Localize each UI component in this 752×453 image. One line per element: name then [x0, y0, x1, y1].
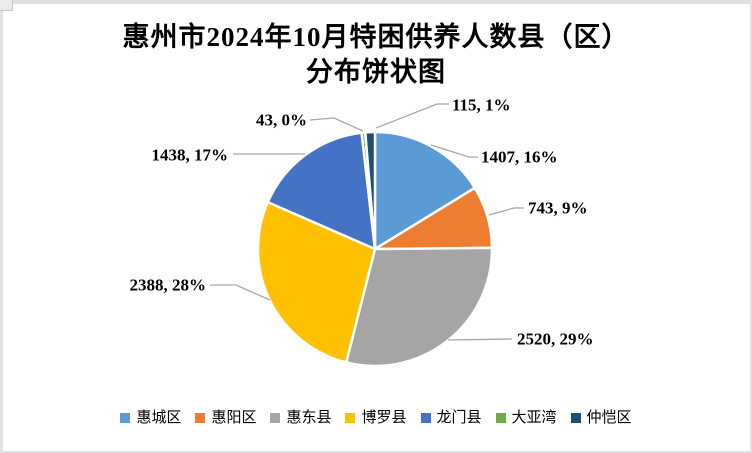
- legend-swatch-boluo: [345, 413, 356, 423]
- legend-label-huiyang: 惠阳区: [211, 409, 257, 426]
- chart-title-line1: 惠州市2024年10月特困供养人数县（区）: [122, 22, 630, 52]
- pie-slice-boluo[interactable]: [256, 200, 377, 364]
- pie-slice-zhongkai[interactable]: [363, 130, 377, 251]
- leader-line-dayawan: [309, 117, 364, 132]
- chart-title-line2: 分布饼状图: [306, 57, 446, 87]
- legend-item-huiyang[interactable]: 惠阳区: [195, 409, 257, 426]
- legend-label-dayawan: 大亚湾: [511, 409, 557, 426]
- leader-line-huiyang: [488, 207, 524, 216]
- legend-item-dayawan[interactable]: 大亚湾: [495, 409, 557, 426]
- leader-line-boluo: [210, 284, 271, 301]
- pie-slice-huidong[interactable]: [344, 246, 494, 368]
- data-label-dayawan: 43, 0%: [256, 111, 307, 130]
- legend-swatch-huicheng: [120, 413, 131, 423]
- window-edge-artifact: [0, 0, 13, 11]
- legend-label-longmen: 龙门县: [436, 409, 482, 426]
- legend-item-huicheng[interactable]: 惠城区: [120, 409, 182, 426]
- legend-label-boluo: 博罗县: [361, 409, 407, 426]
- data-label-huicheng: 1407, 16%: [481, 148, 558, 167]
- legend-label-zhongkai: 仲恺区: [586, 409, 632, 426]
- chart-legend: 惠城区 惠阳区 惠东县 博罗县 龙门县 大亚湾 仲恺区: [0, 406, 752, 430]
- legend-item-boluo[interactable]: 博罗县: [345, 409, 407, 426]
- legend-label-huidong: 惠东县: [286, 409, 332, 426]
- data-label-zhongkai: 115, 1%: [452, 96, 511, 115]
- leader-line-zhongkai: [375, 103, 449, 129]
- legend-item-longmen[interactable]: 龙门县: [420, 409, 482, 426]
- pie-slice-longmen[interactable]: [266, 131, 377, 251]
- legend-swatch-dayawan: [495, 413, 506, 423]
- data-label-huiyang: 743, 9%: [528, 199, 588, 218]
- leader-line-huidong: [447, 338, 513, 341]
- chart-title[interactable]: 惠州市2024年10月特困供养人数县（区） 分布饼状图: [0, 20, 752, 90]
- legend-swatch-zhongkai: [570, 413, 581, 423]
- legend-swatch-longmen: [420, 413, 431, 423]
- legend-item-zhongkai[interactable]: 仲恺区: [570, 409, 632, 426]
- legend-swatch-huiyang: [195, 413, 206, 423]
- data-label-boluo: 2388, 28%: [130, 276, 207, 295]
- pie-slice-huicheng[interactable]: [373, 130, 477, 251]
- legend-item-huidong[interactable]: 惠东县: [270, 409, 332, 426]
- data-label-huidong: 2520, 29%: [517, 330, 594, 349]
- legend-label-huicheng: 惠城区: [136, 409, 182, 426]
- data-label-longmen: 1438, 17%: [152, 146, 229, 165]
- legend-swatch-huidong: [270, 413, 281, 423]
- leader-line-huicheng: [430, 144, 478, 158]
